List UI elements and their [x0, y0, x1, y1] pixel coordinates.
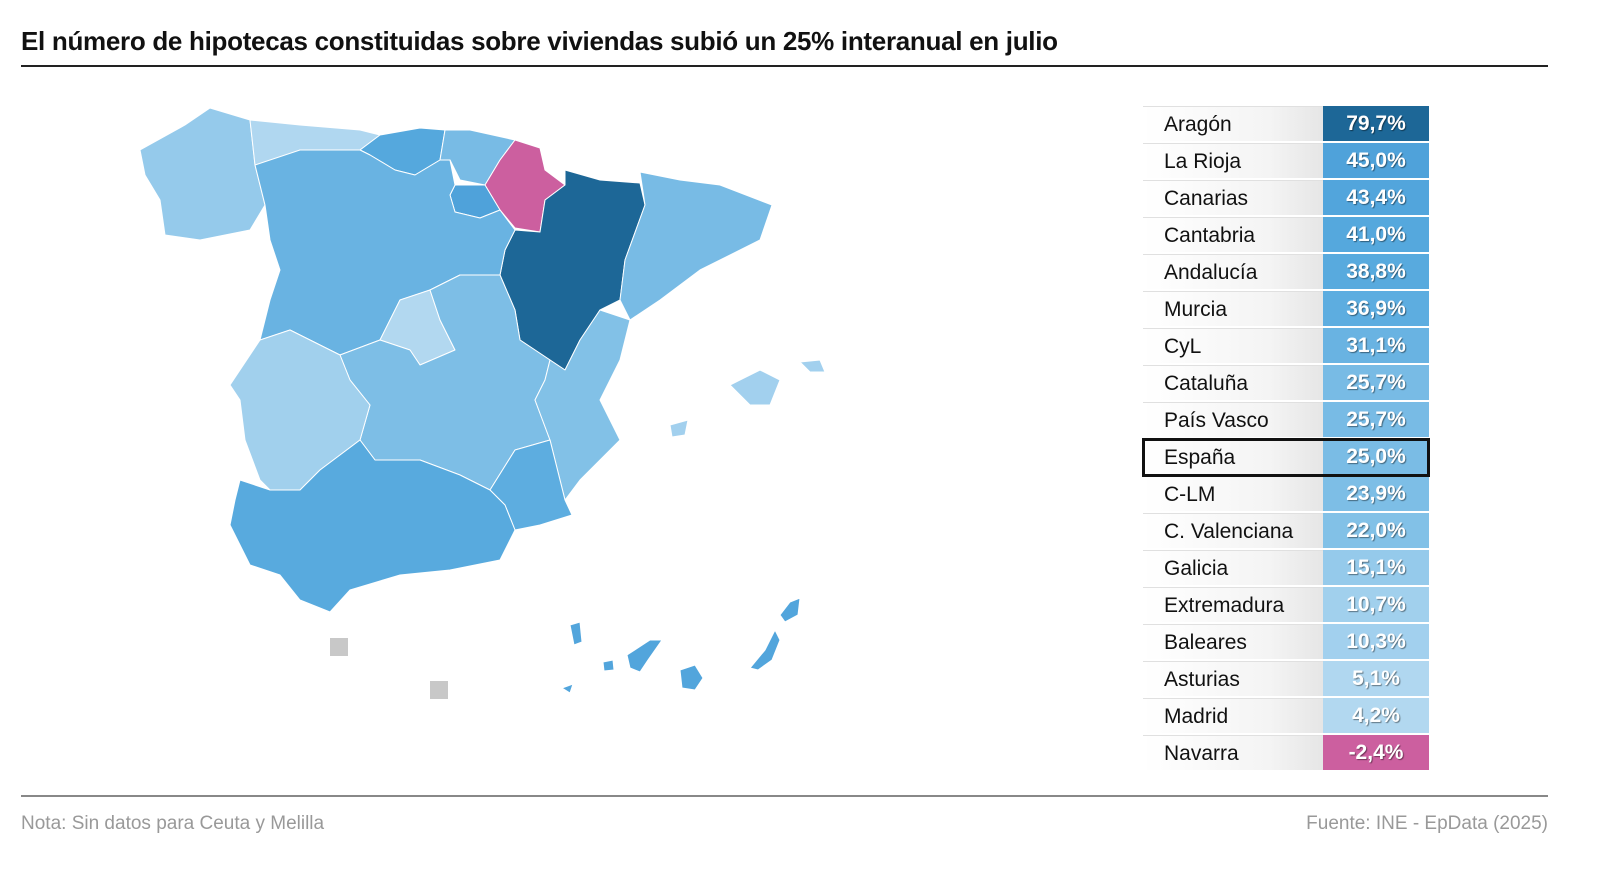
table-row: Baleares 10,3%: [1143, 624, 1429, 661]
table-row: Cataluña 25,7%: [1143, 365, 1429, 402]
table-row: La Rioja 45,0%: [1143, 143, 1429, 180]
region-name: Cataluña: [1143, 365, 1323, 400]
region-baleares: [669, 359, 826, 438]
region-value: 38,8%: [1323, 254, 1429, 289]
table-row: Extremadura 10,7%: [1143, 587, 1429, 624]
region-cataluna: [619, 171, 773, 321]
region-name: La Rioja: [1143, 143, 1323, 178]
table-row: Madrid 4,2%: [1143, 698, 1429, 735]
region-value: 15,1%: [1323, 550, 1429, 585]
region-value: 23,9%: [1323, 476, 1429, 511]
region-name: Galicia: [1143, 550, 1323, 585]
table-row: España 25,0%: [1142, 438, 1430, 477]
region-c-valenciana: [534, 309, 631, 501]
table-row: CyL 31,1%: [1143, 328, 1429, 365]
region-ceuta-no-data: [330, 638, 348, 656]
region-value: 5,1%: [1323, 661, 1429, 696]
table-row: Galicia 15,1%: [1143, 550, 1429, 587]
region-name: Asturias: [1143, 661, 1323, 696]
region-name: C-LM: [1143, 476, 1323, 511]
table-row: Asturias 5,1%: [1143, 661, 1429, 698]
region-value: 25,0%: [1323, 439, 1429, 474]
region-value: -2,4%: [1323, 735, 1429, 770]
footnote: Nota: Sin datos para Ceuta y Melilla: [21, 813, 325, 834]
table-row: Aragón 79,7%: [1143, 106, 1429, 143]
region-value: 31,1%: [1323, 328, 1429, 363]
region-value: 10,3%: [1323, 624, 1429, 659]
region-melilla-no-data: [430, 681, 448, 699]
table-row: Andalucía 38,8%: [1143, 254, 1429, 291]
region-name: Aragón: [1143, 106, 1323, 141]
ranking-table: Aragón 79,7% La Rioja 45,0% Canarias 43,4% Can…: [1142, 106, 1430, 772]
region-value: 4,2%: [1323, 698, 1429, 733]
spain-choropleth-map: [139, 107, 826, 705]
region-name: España: [1143, 439, 1323, 474]
region-cyl: [254, 149, 516, 356]
region-name: Extremadura: [1143, 587, 1323, 622]
source-credit: Fuente: INE - EpData (2025): [1306, 813, 1548, 834]
table-row: País Vasco 25,7%: [1143, 402, 1429, 439]
table-row: Navarra -2,4%: [1143, 735, 1429, 772]
region-name: Cantabria: [1143, 217, 1323, 252]
title-divider: [21, 65, 1548, 67]
region-galicia: [139, 107, 266, 241]
region-value: 79,7%: [1323, 106, 1429, 141]
region-name: Baleares: [1143, 624, 1323, 659]
region-name: Andalucía: [1143, 254, 1323, 289]
region-value: 45,0%: [1323, 143, 1429, 178]
region-andalucia: [229, 439, 516, 613]
region-value: 25,7%: [1323, 365, 1429, 400]
region-name: Navarra: [1143, 735, 1323, 770]
table-row: Cantabria 41,0%: [1143, 217, 1429, 254]
region-canarias: [561, 597, 801, 694]
region-value: 25,7%: [1323, 402, 1429, 437]
region-name: País Vasco: [1143, 402, 1323, 437]
page-title: El número de hipotecas constituidas sobr…: [21, 26, 1058, 56]
table-row: Murcia 36,9%: [1143, 291, 1429, 328]
region-name: Murcia: [1143, 291, 1323, 326]
region-value: 10,7%: [1323, 587, 1429, 622]
region-name: Canarias: [1143, 180, 1323, 215]
region-value: 22,0%: [1323, 513, 1429, 548]
table-row: C-LM 23,9%: [1143, 476, 1429, 513]
canarias-inset-frame: [534, 576, 805, 705]
table-row: C. Valenciana 22,0%: [1143, 513, 1429, 550]
table-row: Canarias 43,4%: [1143, 180, 1429, 217]
region-value: 41,0%: [1323, 217, 1429, 252]
region-value: 36,9%: [1323, 291, 1429, 326]
region-name: C. Valenciana: [1143, 513, 1323, 548]
footer-divider: [21, 795, 1548, 797]
region-name: CyL: [1143, 328, 1323, 363]
region-name: Madrid: [1143, 698, 1323, 733]
region-value: 43,4%: [1323, 180, 1429, 215]
